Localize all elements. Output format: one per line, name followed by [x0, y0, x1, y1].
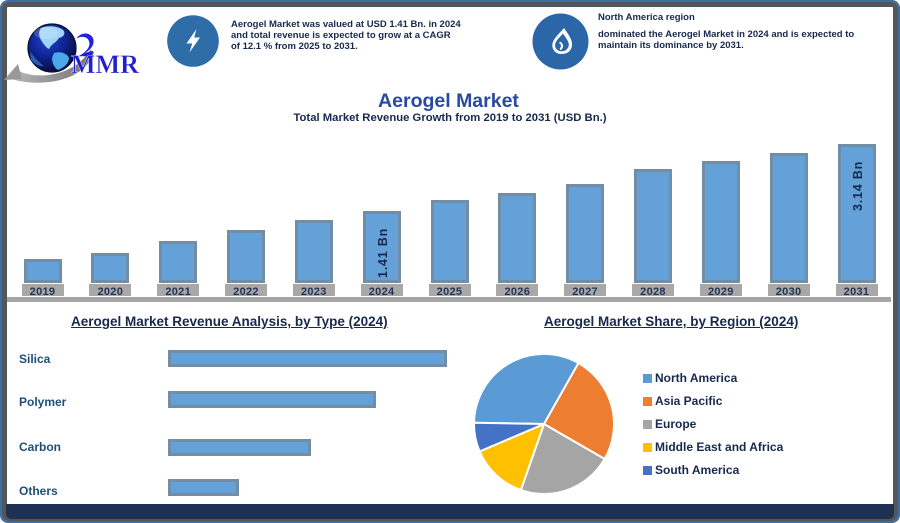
svg-text:MMR: MMR: [71, 50, 139, 79]
